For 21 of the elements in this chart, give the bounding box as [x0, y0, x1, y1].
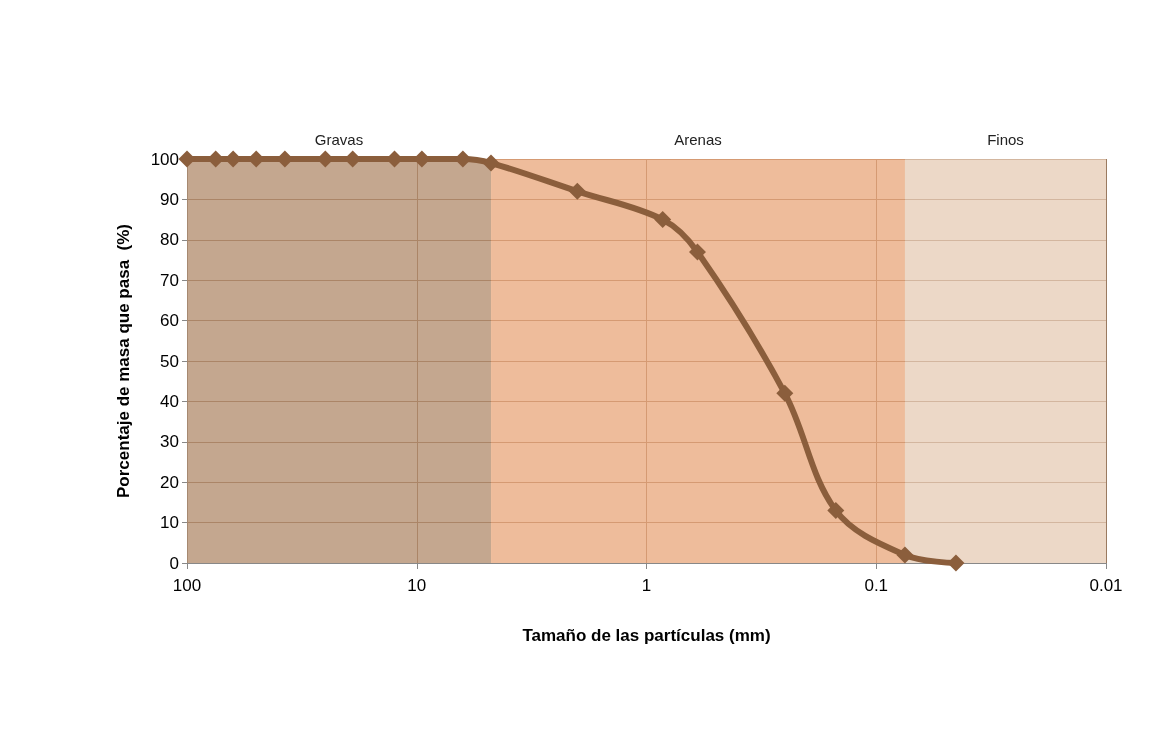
- x-tick-label: 0.1: [864, 576, 889, 595]
- x-tick-label: 1: [641, 576, 652, 595]
- y-tick-label: 40: [160, 391, 179, 411]
- y-axis-title: Porcentaje de masa que pasa (%): [114, 224, 133, 498]
- y-tick-label: 50: [160, 351, 179, 371]
- y-tick-label: 20: [160, 472, 179, 492]
- band-label: Finos: [987, 131, 1024, 148]
- band-label: Arenas: [674, 131, 722, 148]
- y-tick-label: 10: [160, 513, 179, 533]
- x-axis-title: Tamaño de las partículas (mm): [522, 626, 771, 645]
- x-tick-label: 10: [407, 576, 427, 595]
- y-tick-label: 0: [169, 553, 179, 573]
- x-tick-label: 100: [172, 576, 202, 595]
- y-tick-label: 90: [160, 189, 179, 209]
- x-tick-label: 0.01: [1089, 576, 1123, 595]
- y-tick-label: 80: [160, 230, 179, 250]
- y-tick-label: 30: [160, 432, 179, 452]
- y-tick-label: 100: [150, 149, 179, 169]
- band-label: Gravas: [314, 131, 364, 148]
- y-tick-label: 60: [160, 311, 179, 331]
- y-tick-label: 70: [160, 270, 179, 290]
